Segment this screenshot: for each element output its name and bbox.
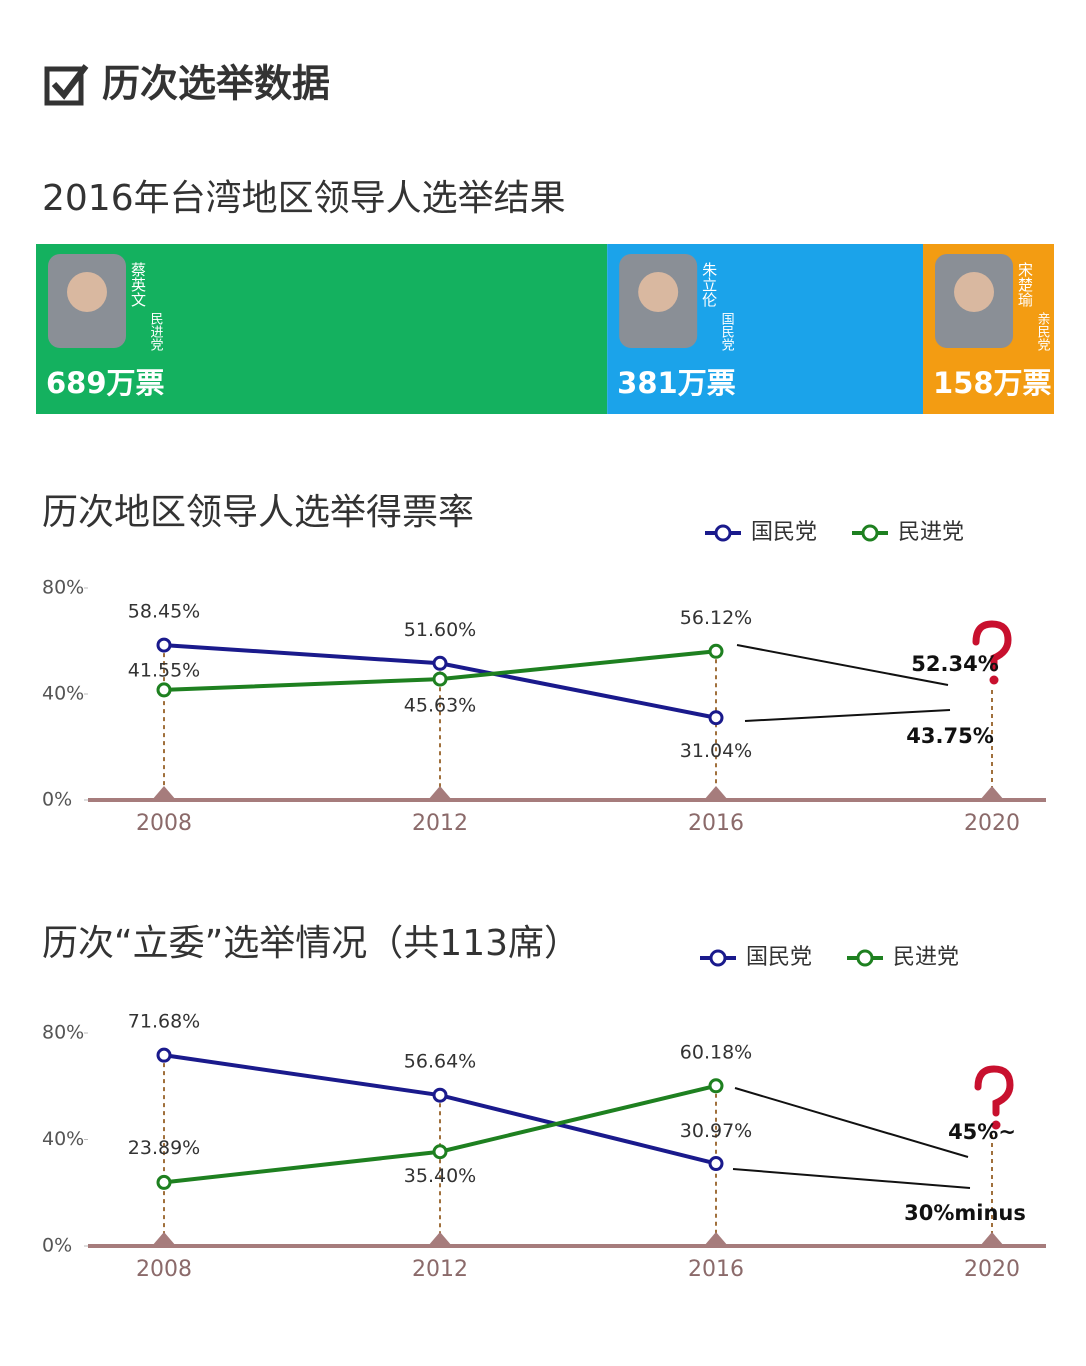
- x-tick-label: 2020: [964, 811, 1020, 836]
- x-tick-label: 2012: [412, 811, 468, 836]
- projection-line: [744, 709, 951, 722]
- portrait-face: [954, 272, 995, 312]
- data-label: 45.63%: [404, 695, 476, 717]
- party-name: 民进党: [148, 312, 164, 352]
- value-label: 158万票: [933, 366, 1052, 400]
- legend-marker: [709, 949, 727, 967]
- party-name: 国民党: [719, 312, 735, 352]
- checkbox-icon: [44, 64, 89, 106]
- annotation: 45%~: [948, 1120, 1016, 1144]
- data-point: [156, 682, 172, 698]
- chart-title: 2016年台湾地区领导人选举结果: [42, 178, 566, 219]
- data-label: 35.40%: [404, 1165, 476, 1187]
- party-name: 亲民党: [1035, 312, 1051, 352]
- chart-title: 历次地区领导人选举得票率: [42, 492, 474, 533]
- data-label: 58.45%: [128, 601, 200, 623]
- portrait-face: [638, 272, 679, 312]
- portrait-face: [67, 272, 107, 312]
- candidate-name: 宋楚瑜: [1016, 262, 1034, 308]
- data-point: [708, 1156, 724, 1172]
- projection-line: [734, 1087, 969, 1158]
- x-tick-label: 2016: [688, 811, 744, 836]
- legend-label: 国民党: [751, 520, 817, 545]
- value-label: 381万票: [617, 366, 736, 400]
- legend-label: 民进党: [898, 520, 964, 545]
- data-point: [156, 1174, 172, 1190]
- data-point: [156, 637, 172, 653]
- y-tick-label: 0%: [42, 1235, 72, 1257]
- question-icon: [972, 620, 1012, 672]
- legend-marker: [856, 949, 874, 967]
- data-label: 56.64%: [404, 1051, 476, 1073]
- x-tick-label: 2008: [136, 1257, 192, 1282]
- data-label: 51.60%: [404, 619, 476, 641]
- projection-line: [736, 644, 949, 686]
- bar-segment: [36, 244, 608, 414]
- data-point: [708, 643, 724, 659]
- question-dot: [991, 1120, 1001, 1130]
- legend-marker: [861, 524, 879, 542]
- annotation: 30%minus: [904, 1201, 1026, 1225]
- y-tick-label: 40%: [42, 1128, 84, 1150]
- data-label: 71.68%: [128, 1011, 200, 1033]
- projection-line: [732, 1168, 971, 1189]
- data-point: [432, 1087, 448, 1103]
- header-title: 历次选举数据: [102, 62, 330, 106]
- axis-marker: [980, 1232, 1004, 1246]
- axis-marker: [428, 786, 452, 800]
- data-point: [708, 710, 724, 726]
- data-label: 56.12%: [680, 607, 752, 629]
- data-label: 41.55%: [128, 659, 200, 681]
- annotation: 52.34%: [911, 652, 998, 676]
- question-dot: [989, 675, 999, 685]
- axis-marker: [428, 1232, 452, 1246]
- candidate-name: 朱立伦: [700, 262, 718, 308]
- y-tick-label: 0%: [42, 789, 72, 811]
- legend-marker: [714, 524, 732, 542]
- axis-marker: [704, 786, 728, 800]
- axis-marker: [152, 786, 176, 800]
- data-point: [432, 1144, 448, 1160]
- data-point: [432, 655, 448, 671]
- data-point: [156, 1047, 172, 1063]
- y-tick-label: 40%: [42, 683, 84, 705]
- question-icon: [974, 1065, 1014, 1117]
- axis-marker: [980, 786, 1004, 800]
- y-tick-label: 80%: [42, 577, 84, 599]
- x-tick-label: 2016: [688, 1257, 744, 1282]
- annotation: 43.75%: [906, 724, 993, 748]
- data-label: 30.97%: [680, 1120, 752, 1142]
- chart-title: 历次“立委”选举情况（共113席）: [42, 923, 580, 964]
- legend-label: 国民党: [746, 945, 812, 970]
- y-tick-label: 80%: [42, 1022, 84, 1044]
- x-tick-label: 2008: [136, 811, 192, 836]
- axis-marker: [152, 1232, 176, 1246]
- data-point: [432, 671, 448, 687]
- legend-label: 民进党: [893, 945, 959, 970]
- data-point: [708, 1078, 724, 1094]
- candidate-name: 蔡英文: [129, 262, 147, 307]
- x-tick-label: 2012: [412, 1257, 468, 1282]
- axis-marker: [704, 1232, 728, 1246]
- data-label: 31.04%: [680, 740, 752, 762]
- data-label: 60.18%: [680, 1041, 752, 1063]
- data-label: 23.89%: [128, 1137, 200, 1159]
- x-tick-label: 2020: [964, 1257, 1020, 1282]
- value-label: 689万票: [46, 366, 165, 400]
